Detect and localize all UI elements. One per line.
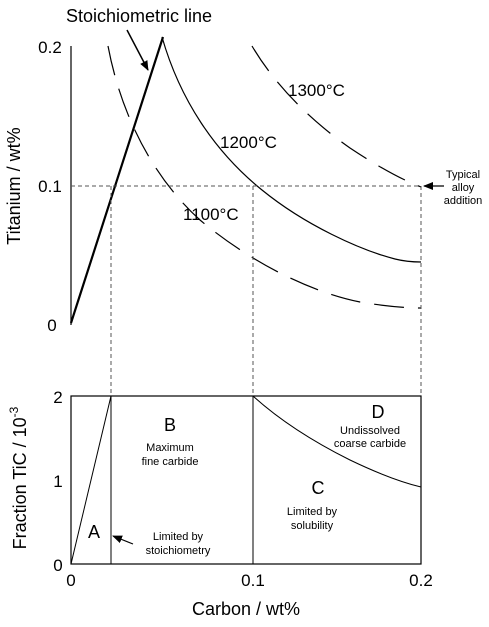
bottom-ytick-2: 2 xyxy=(53,388,62,407)
region-d-note-line2: coarse carbide xyxy=(334,438,406,450)
curve-1300 xyxy=(251,45,422,188)
region-d-letter: D xyxy=(372,402,385,422)
x-axis-title: Carbon / wt% xyxy=(192,599,300,619)
curve-1200 xyxy=(161,36,422,263)
typical-note-line1: Typical xyxy=(446,169,480,181)
region-a-letter: A xyxy=(88,522,100,542)
bottom-ytick-1: 1 xyxy=(53,472,62,491)
region-a-arrow xyxy=(112,535,134,545)
region-d-boundary-curve xyxy=(252,395,422,488)
top-panel: 0 0.1 0.2 Titanium / wt% Stoichiometric … xyxy=(4,6,482,335)
region-b-note-line2: fine carbide xyxy=(142,456,199,468)
stoichiometric-line xyxy=(69,36,165,324)
region-b-letter: B xyxy=(164,415,176,435)
xtick-0: 0 xyxy=(66,571,75,590)
bottom-y-axis-title: Fraction TiC / 10-3 xyxy=(7,406,30,549)
region-d-note-line1: Undissolved xyxy=(340,425,400,437)
bottom-ytick-0: 0 xyxy=(53,556,62,575)
xtick-0.1: 0.1 xyxy=(241,571,265,590)
region-a-note-line2: stoichiometry xyxy=(146,545,211,557)
bottom-plot-frame xyxy=(70,395,422,565)
top-ytick-0.1: 0.1 xyxy=(38,177,62,196)
region-a-boundary-rise xyxy=(70,395,112,565)
curve-label-1300: 1300°C xyxy=(288,81,345,100)
top-ytick-0.2: 0.2 xyxy=(38,38,62,57)
top-y-axis-title: Titanium / wt% xyxy=(4,127,24,244)
region-c-note-line1: Limited by xyxy=(287,506,338,518)
typical-note-line3: addition xyxy=(444,195,483,207)
region-a-note-line1: Limited by xyxy=(153,531,204,543)
drop-guides xyxy=(110,186,422,396)
curve-label-1100: 1100°C xyxy=(183,205,239,224)
region-c-note-line2: solubility xyxy=(291,520,334,532)
curve-label-1200: 1200°C xyxy=(220,133,277,152)
xtick-0.2: 0.2 xyxy=(409,571,433,590)
stoichiometric-label: Stoichiometric line xyxy=(66,6,212,26)
region-b-note-line1: Maximum xyxy=(146,442,194,454)
typical-note-line2: alloy xyxy=(452,182,475,194)
curve-1100 xyxy=(107,45,422,309)
stoichiometric-arrow xyxy=(126,29,149,71)
bottom-y-axis-title-exponent: -3 xyxy=(7,406,21,417)
bottom-panel: 0 1 2 Fraction TiC / 10-3 0 0.1 0.2 Carb… xyxy=(7,388,433,619)
region-c-letter: C xyxy=(312,478,325,498)
bottom-y-axis-title-main: Fraction TiC / 10 xyxy=(10,417,30,549)
top-ytick-0: 0 xyxy=(47,316,56,335)
